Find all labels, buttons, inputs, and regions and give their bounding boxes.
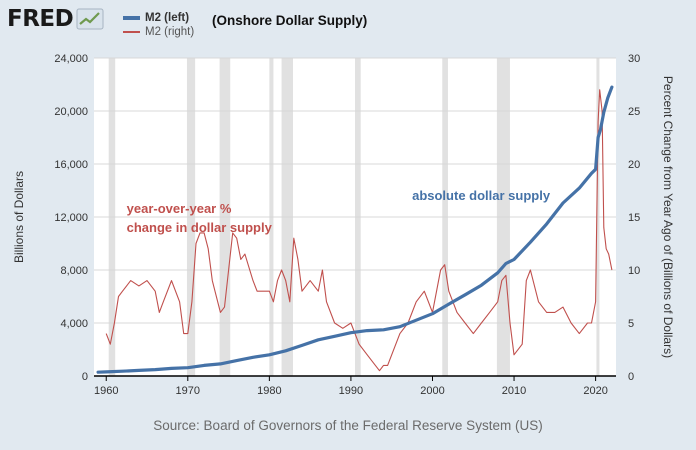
legend-label-m2-right: M2 (right) bbox=[145, 26, 195, 38]
y2-tick-label: 0 bbox=[628, 371, 634, 383]
y-tick-label: 0 bbox=[82, 371, 88, 383]
series-line-m2-left bbox=[96, 85, 614, 374]
fred-logo[interactable]: FRED bbox=[7, 6, 104, 32]
y-tick-label: 8,000 bbox=[60, 265, 88, 277]
x-tick-label: 2000 bbox=[420, 385, 444, 397]
y-tick-label: 12,000 bbox=[54, 212, 88, 224]
legend-item-m2-left[interactable]: M2 (left) bbox=[123, 11, 194, 25]
y-tick-label: 24,000 bbox=[54, 53, 88, 65]
y2-tick-label: 30 bbox=[628, 53, 640, 65]
chart-annotations: year-over-year % change in dollar supply a… bbox=[127, 188, 551, 235]
legend-label-m2-left: M2 (left) bbox=[145, 12, 190, 24]
x-tick-label: 2010 bbox=[502, 385, 526, 397]
right-axis-ticks: 0 5 10 15 20 25 30 bbox=[628, 53, 640, 383]
annotation-text: change in dollar supply bbox=[127, 220, 273, 235]
x-tick-label: 1970 bbox=[176, 385, 200, 397]
series-line-m2-right bbox=[105, 89, 613, 372]
legend-swatch-m2-right bbox=[123, 31, 140, 33]
legend-swatch-m2-left bbox=[123, 16, 140, 20]
annotation-text: year-over-year % bbox=[127, 201, 232, 216]
legend-item-m2-right[interactable]: M2 (right) bbox=[123, 25, 194, 39]
y2-tick-label: 15 bbox=[628, 212, 640, 224]
fred-wordmark: FRED bbox=[7, 6, 74, 32]
source-note: Source: Board of Governors of the Federa… bbox=[153, 418, 543, 433]
x-axis-ticks: 1960 1970 1980 1990 2000 2010 2020 bbox=[94, 376, 608, 397]
x-tick-label: 1960 bbox=[94, 385, 118, 397]
x-tick-label: 1980 bbox=[257, 385, 281, 397]
annotation-text: absolute dollar supply bbox=[412, 188, 551, 203]
gridlines bbox=[94, 57, 616, 324]
x-tick-label: 2020 bbox=[583, 385, 607, 397]
y-tick-label: 20,000 bbox=[54, 106, 88, 118]
chart-legend: M2 (left) M2 (right) bbox=[123, 11, 194, 39]
left-axis-ticks: 0 4,000 8,000 12,000 16,000 20,000 24,000 bbox=[54, 53, 88, 383]
y-axis-label-right: Percent Change from Year Ago of (Billion… bbox=[661, 76, 675, 358]
y2-tick-label: 5 bbox=[628, 318, 634, 330]
y2-tick-label: 25 bbox=[628, 106, 640, 118]
chart-title-note: (Onshore Dollar Supply) bbox=[212, 13, 368, 28]
y2-tick-label: 20 bbox=[628, 159, 640, 171]
y2-tick-label: 10 bbox=[628, 265, 640, 277]
y-tick-label: 16,000 bbox=[54, 159, 88, 171]
x-tick-label: 1990 bbox=[339, 385, 363, 397]
y-axis-label-left: Billions of Dollars bbox=[12, 171, 26, 263]
fred-line-chart-icon bbox=[76, 8, 104, 30]
y-tick-label: 4,000 bbox=[60, 318, 88, 330]
